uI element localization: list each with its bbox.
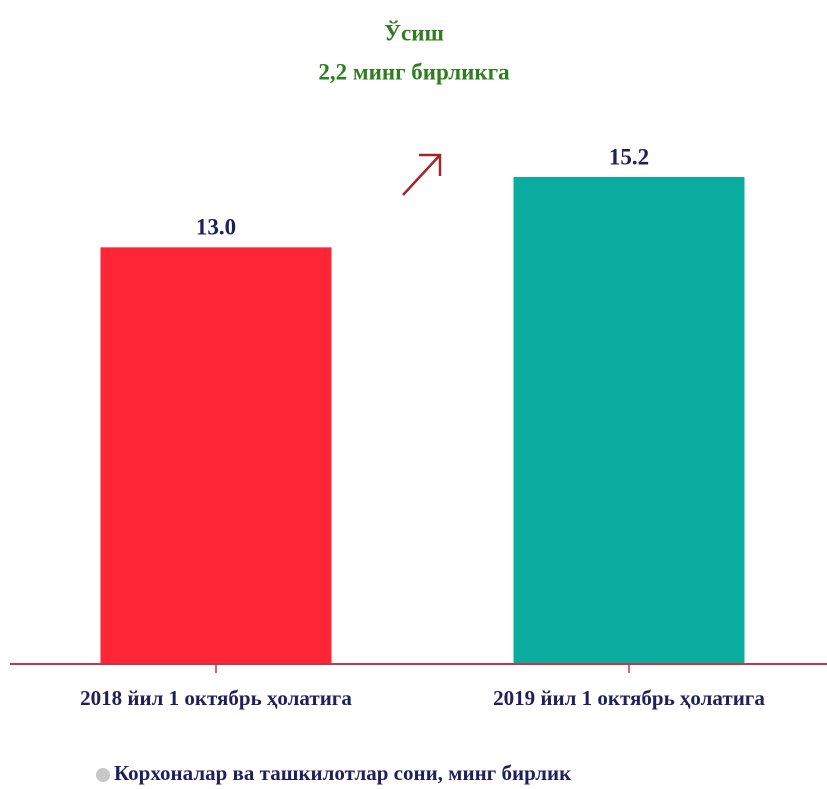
x-tick-label: 2018 йил 1 октябрь ҳолатига — [80, 686, 352, 710]
growth-arrow — [402, 153, 442, 196]
annotation-subtitle: 2,2 минг бирликга — [318, 59, 510, 84]
value-label: 15.2 — [609, 144, 649, 169]
value-label: 13.0 — [196, 215, 236, 240]
legend-marker — [96, 768, 110, 782]
legend-label: Корхоналар ва ташкилотлар сони, минг бир… — [114, 761, 572, 785]
bar — [513, 177, 745, 663]
annotation-title: Ўсиш — [384, 20, 444, 45]
x-tick-label: 2019 йил 1 октябрь ҳолатига — [493, 686, 765, 710]
bar — [100, 247, 332, 663]
